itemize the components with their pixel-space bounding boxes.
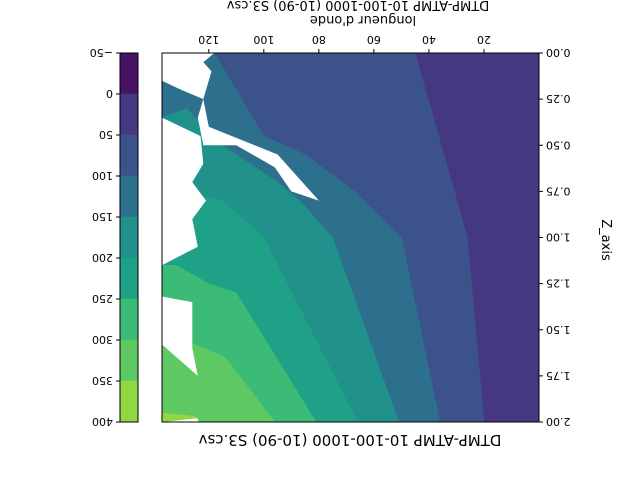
colorbar-swatch-0 bbox=[120, 52, 138, 94]
x-tick-label-100: 100 bbox=[253, 33, 274, 46]
x-axis: 20 40 60 80 100 120 bbox=[198, 33, 491, 53]
x-axis-label: longueur d'onde bbox=[310, 12, 416, 27]
y-tick-label-4: 1.00 bbox=[546, 231, 571, 244]
y-axis-label: Z_axis bbox=[598, 219, 613, 261]
colorbar-frame bbox=[119, 52, 139, 423]
x-tick-label-20: 20 bbox=[477, 33, 491, 46]
colorbar-tick-label-7: 300 bbox=[92, 333, 113, 346]
y-tick-label-0: 0.00 bbox=[546, 46, 571, 59]
y-tick-label-5: 1.25 bbox=[546, 277, 571, 290]
y-tick-label-1: 0.25 bbox=[546, 92, 571, 105]
colorbar: −50 0 50 100 150 200 250 300 350 400 bbox=[90, 46, 139, 428]
colorbar-swatch-4 bbox=[120, 216, 138, 258]
colorbar-tick-label-1: 0 bbox=[106, 87, 113, 100]
colorbar-swatch-3 bbox=[120, 175, 138, 217]
y-tick-label-2: 0.50 bbox=[546, 138, 571, 151]
y-tick-label-7: 1.75 bbox=[546, 369, 571, 382]
colorbar-tick-label-9: 400 bbox=[92, 415, 113, 428]
colorbar-tick-label-2: 50 bbox=[99, 128, 113, 141]
colorbar-swatch-8 bbox=[120, 380, 138, 422]
colorbar-swatch-5 bbox=[120, 257, 138, 299]
y-tick-label-3: 0.75 bbox=[546, 184, 571, 197]
x-tick-label-60: 60 bbox=[367, 33, 381, 46]
x-tick-label-120: 120 bbox=[198, 33, 219, 46]
colorbar-tick-label-5: 200 bbox=[92, 251, 113, 264]
contour-regions bbox=[162, 53, 539, 422]
chart-title: DTMP-ATMP 10-100-1000 (10-90) S3.csv bbox=[198, 431, 501, 449]
colorbar-swatch-7 bbox=[120, 339, 138, 381]
colorbar-swatch-2 bbox=[120, 134, 138, 176]
colorbar-swatch-1 bbox=[120, 93, 138, 135]
x-tick-label-80: 80 bbox=[312, 33, 326, 46]
colorbar-tick-label-6: 250 bbox=[92, 292, 113, 305]
colorbar-tick-label-0: −50 bbox=[90, 46, 113, 59]
top-truncated-title: DTMP-ATMP 10-100-1000 (10-90) S3.csv bbox=[226, 0, 489, 12]
y-tick-label-8: 2.00 bbox=[546, 415, 571, 428]
colorbar-tick-label-3: 100 bbox=[92, 169, 113, 182]
colorbar-swatch-6 bbox=[120, 298, 138, 340]
y-axis: 0.00 0.25 0.50 0.75 1.00 1.25 1.50 1.75 2.00 bbox=[539, 46, 571, 428]
colorbar-tick-label-8: 350 bbox=[92, 374, 113, 387]
colorbar-tick-label-4: 150 bbox=[92, 210, 113, 223]
y-tick-label-6: 1.50 bbox=[546, 323, 571, 336]
x-tick-label-40: 40 bbox=[422, 33, 436, 46]
missing-data-region bbox=[162, 53, 319, 422]
plot-area bbox=[161, 52, 540, 423]
